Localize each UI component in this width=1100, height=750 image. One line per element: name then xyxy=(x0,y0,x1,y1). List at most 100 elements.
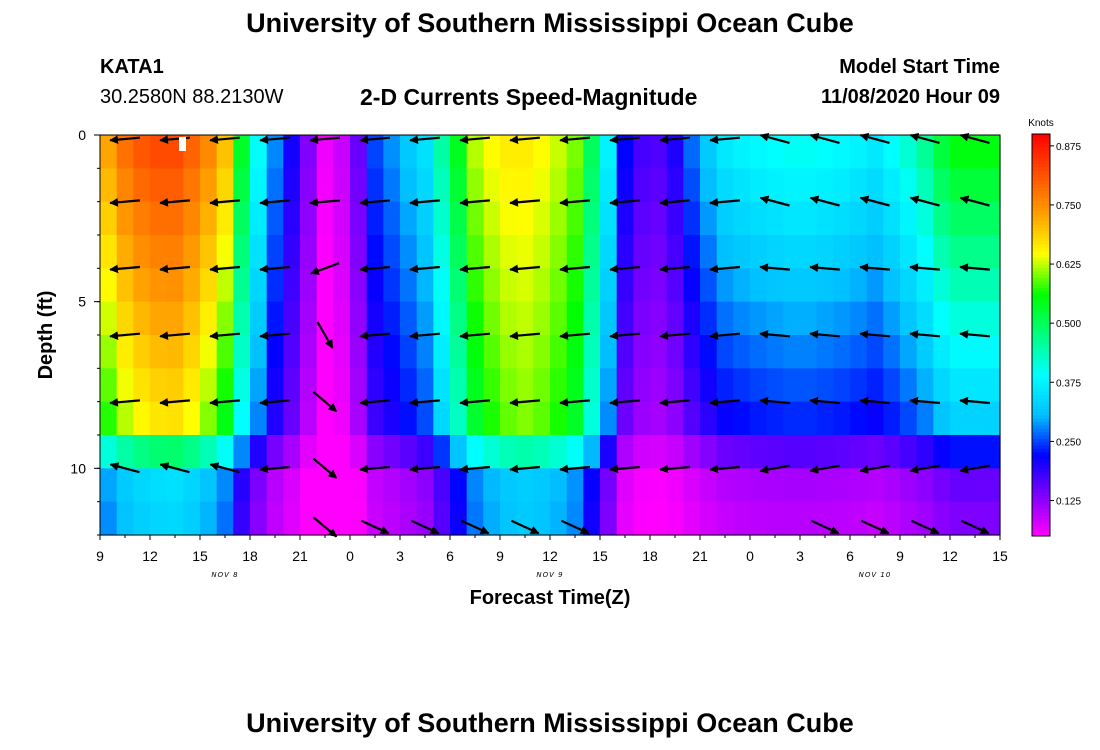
heatmap-cell xyxy=(200,335,218,369)
heatmap-cell xyxy=(583,335,601,369)
heatmap-cell xyxy=(833,468,851,503)
current-vector xyxy=(560,519,590,535)
heatmap-cell xyxy=(950,135,968,169)
heatmap-cell xyxy=(566,335,584,369)
heatmap-cell xyxy=(250,501,268,536)
heatmap-cell xyxy=(600,201,618,236)
heatmap-cell xyxy=(916,201,934,236)
heatmap-cell xyxy=(450,235,468,269)
heatmap-cell xyxy=(100,401,118,436)
heatmap-cell xyxy=(816,168,834,203)
heatmap-cell xyxy=(650,235,668,269)
heatmap-cell xyxy=(150,168,168,203)
heatmap-cell xyxy=(283,468,301,503)
current-vector xyxy=(159,397,190,407)
colorbar-segment xyxy=(1032,458,1050,463)
heatmap-cell xyxy=(283,268,301,303)
heatmap-cell xyxy=(333,135,351,169)
heatmap-cell xyxy=(350,235,368,269)
heatmap-cell xyxy=(633,335,651,369)
current-vector xyxy=(316,321,334,349)
heatmap-cell xyxy=(166,501,184,536)
heatmap-cell xyxy=(883,235,901,269)
heatmap-cell xyxy=(883,501,901,536)
footer-title: University of Southern Mississippi Ocean… xyxy=(246,708,854,738)
heatmap-cell xyxy=(250,335,268,369)
heatmap-cell xyxy=(566,268,584,303)
x-tick-label: 15 xyxy=(592,548,608,564)
colorbar-segment xyxy=(1032,455,1050,460)
heatmap-cell xyxy=(250,201,268,236)
heatmap-cell xyxy=(966,301,984,336)
heatmap-cell xyxy=(166,335,184,369)
heatmap-cell xyxy=(533,235,551,269)
heatmap-cell xyxy=(850,135,868,169)
heatmap-cell xyxy=(133,335,151,369)
heatmap-cell xyxy=(866,435,884,469)
colorbar-segment xyxy=(1032,311,1050,316)
heatmap-cell xyxy=(600,468,618,503)
colorbar-tick-label: 0.375 xyxy=(1056,378,1081,389)
heatmap-cell xyxy=(750,201,768,236)
y-tick-label: 5 xyxy=(78,294,86,310)
heatmap-cell xyxy=(933,368,951,403)
colorbar-segment xyxy=(1032,355,1050,359)
heatmap-cell xyxy=(533,368,551,403)
heatmap-cell xyxy=(966,368,984,403)
heatmap-cell xyxy=(533,401,551,436)
heatmap-cell xyxy=(600,368,618,403)
heatmap-cell xyxy=(666,301,684,336)
current-vector xyxy=(309,135,340,144)
heatmap-cell xyxy=(733,235,751,269)
heatmap-cell xyxy=(366,368,384,403)
colorbar-segment xyxy=(1032,402,1050,406)
current-vector xyxy=(759,396,790,406)
heatmap-cell xyxy=(233,235,251,269)
heatmap-cell xyxy=(716,135,734,169)
heatmap-cell xyxy=(700,435,718,469)
heatmap-cell xyxy=(183,435,201,469)
colorbar-segment xyxy=(1032,338,1050,343)
heatmap-cell xyxy=(216,268,234,303)
heatmap-cell xyxy=(466,168,484,203)
main-title: University of Southern Mississippi Ocean… xyxy=(246,8,854,38)
heatmap-cell xyxy=(766,368,784,403)
colorbar: Knots 0.875 0.750 0.625 0.500 0.375 0.250 0.125 xyxy=(1028,118,1081,537)
heatmap-cell xyxy=(316,168,334,203)
colorbar-segment xyxy=(1032,378,1050,383)
heatmap-cell xyxy=(300,368,318,403)
heatmap-cell xyxy=(616,468,634,503)
current-vector xyxy=(459,331,490,340)
colorbar-units: Knots xyxy=(1028,118,1054,129)
heatmap-cell xyxy=(483,368,501,403)
heatmap-cell xyxy=(566,135,584,169)
heatmap-cell xyxy=(133,268,151,303)
heatmap-cell xyxy=(750,468,768,503)
heatmap-cell xyxy=(583,435,601,469)
heatmap-cell xyxy=(766,135,784,169)
heatmap-cell xyxy=(200,501,218,536)
heatmap-cell xyxy=(433,135,451,169)
current-vector xyxy=(609,264,640,274)
colorbar-segment xyxy=(1032,278,1050,282)
current-vector xyxy=(709,464,740,474)
heatmap-cell xyxy=(200,268,218,303)
heatmap-cell xyxy=(483,268,501,303)
heatmap-cell xyxy=(983,435,1001,469)
heatmap-cell xyxy=(316,235,334,269)
heatmap-cell xyxy=(100,501,118,536)
current-vector xyxy=(109,331,140,340)
heatmap-cell xyxy=(733,301,751,336)
heatmap-cell xyxy=(750,235,768,269)
heatmap-cell xyxy=(600,268,618,303)
heatmap-cell xyxy=(833,335,851,369)
heatmap-cell xyxy=(583,401,601,436)
white-marker xyxy=(179,137,186,151)
colorbar-segment xyxy=(1032,144,1050,148)
heatmap-cell xyxy=(833,435,851,469)
heatmap-cell xyxy=(500,301,518,336)
heatmap-cell xyxy=(383,201,401,236)
heatmap-cell xyxy=(100,468,118,503)
heatmap-cell xyxy=(783,235,801,269)
colorbar-segment xyxy=(1032,217,1050,222)
